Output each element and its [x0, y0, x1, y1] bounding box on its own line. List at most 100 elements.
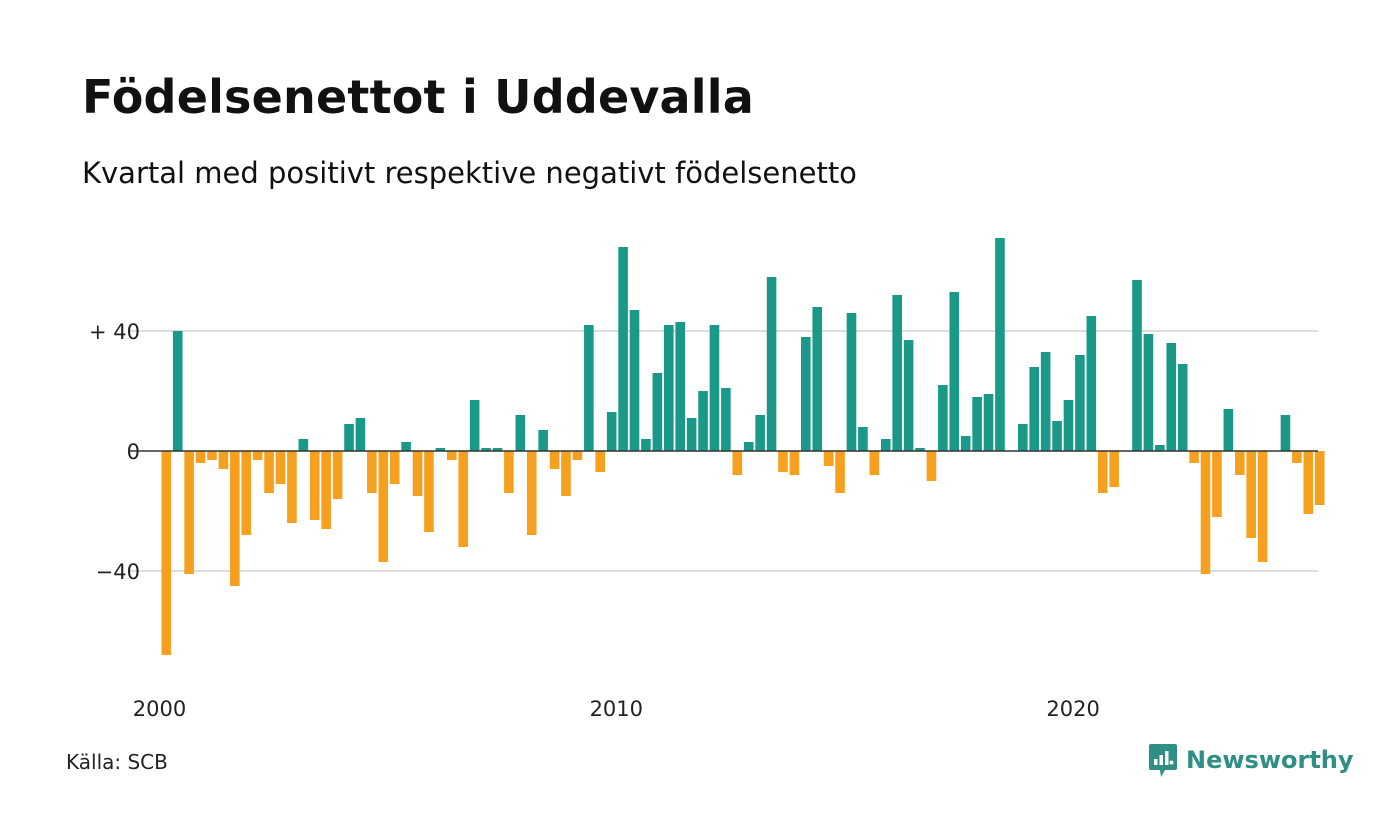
bar — [892, 295, 902, 451]
bar — [1063, 400, 1074, 451]
bar — [458, 451, 469, 547]
bar — [926, 451, 937, 481]
bar — [252, 451, 263, 460]
bar — [915, 448, 925, 451]
bar — [378, 451, 389, 562]
bar — [526, 451, 537, 535]
bar — [1177, 364, 1188, 451]
bar — [846, 313, 857, 451]
bar — [595, 451, 606, 472]
bar — [812, 307, 823, 451]
bar — [447, 451, 457, 460]
grid-lines — [128, 330, 1318, 572]
bar — [1314, 451, 1325, 505]
bar — [869, 451, 880, 475]
bar — [663, 325, 674, 451]
bar — [275, 451, 286, 484]
bar — [1246, 451, 1256, 538]
bar — [606, 412, 617, 451]
bar — [584, 325, 594, 451]
bar — [321, 451, 331, 529]
bar — [1303, 451, 1314, 514]
bar — [835, 451, 845, 493]
bar — [412, 451, 423, 496]
bar — [1086, 316, 1097, 451]
bar — [778, 451, 788, 472]
bar — [424, 451, 434, 532]
bar — [698, 391, 708, 451]
bar — [504, 451, 514, 493]
bar — [435, 448, 446, 451]
bar — [230, 451, 240, 586]
bar — [515, 415, 526, 451]
bar — [1155, 445, 1165, 451]
bar — [1132, 280, 1142, 451]
bar — [389, 451, 400, 484]
bar — [344, 424, 354, 451]
axes: + 40 0 −40 2000 2010 2020 — [89, 320, 1318, 721]
chart-title: Födelsenettot i Uddevalla — [82, 70, 754, 124]
bar — [298, 439, 309, 451]
brand: Newsworthy — [1148, 742, 1354, 778]
bar — [949, 292, 960, 451]
bar — [938, 385, 948, 451]
bar — [1109, 451, 1119, 487]
x-tick-label: 2020 — [1046, 697, 1099, 721]
bar — [207, 451, 217, 460]
bar — [172, 331, 183, 451]
bar — [241, 451, 252, 535]
bar — [858, 427, 868, 451]
bar — [1018, 424, 1028, 451]
bar — [1189, 451, 1199, 463]
bar — [367, 451, 377, 493]
bar — [355, 418, 366, 451]
bar — [789, 451, 800, 475]
bar — [1212, 451, 1222, 517]
bar — [1097, 451, 1108, 493]
bar — [1257, 451, 1268, 562]
bar — [1040, 352, 1051, 451]
bar — [195, 451, 206, 463]
bar — [1280, 415, 1291, 451]
bar — [652, 373, 663, 451]
bar — [561, 451, 571, 496]
bar — [1029, 367, 1040, 451]
bar — [332, 451, 343, 499]
bar — [801, 337, 811, 451]
x-tick-label: 2010 — [590, 697, 643, 721]
bar — [1166, 343, 1177, 451]
bar — [1234, 451, 1245, 475]
bar-chart: + 40 0 −40 2000 2010 2020 — [89, 238, 1325, 721]
chart-subtitle: Kvartal med positivt respektive negativt… — [82, 156, 857, 190]
brand-name: Newsworthy — [1186, 746, 1354, 774]
y-tick-label: + 40 — [89, 320, 140, 344]
bar — [161, 451, 172, 655]
bar — [995, 238, 1005, 451]
bar — [1143, 334, 1154, 451]
bar — [618, 247, 628, 451]
bar — [218, 451, 229, 469]
bar — [184, 451, 194, 574]
bar — [492, 448, 503, 451]
bar — [469, 400, 480, 451]
y-tick-label: 0 — [127, 440, 140, 464]
bar — [538, 430, 548, 451]
bar — [309, 451, 320, 520]
bar — [755, 415, 765, 451]
bar — [1223, 409, 1234, 451]
bar — [549, 451, 560, 469]
bar — [1052, 421, 1062, 451]
x-tick-label: 2000 — [133, 697, 186, 721]
bar — [629, 310, 640, 451]
bar — [1200, 451, 1211, 574]
bar — [880, 439, 891, 451]
bar — [960, 436, 971, 451]
bar — [675, 322, 685, 451]
bar — [903, 340, 914, 451]
bar — [572, 451, 583, 460]
bar — [686, 418, 697, 451]
bar — [972, 397, 982, 451]
newsworthy-logo-icon — [1149, 744, 1177, 777]
bar — [709, 325, 720, 451]
bar — [481, 448, 491, 451]
